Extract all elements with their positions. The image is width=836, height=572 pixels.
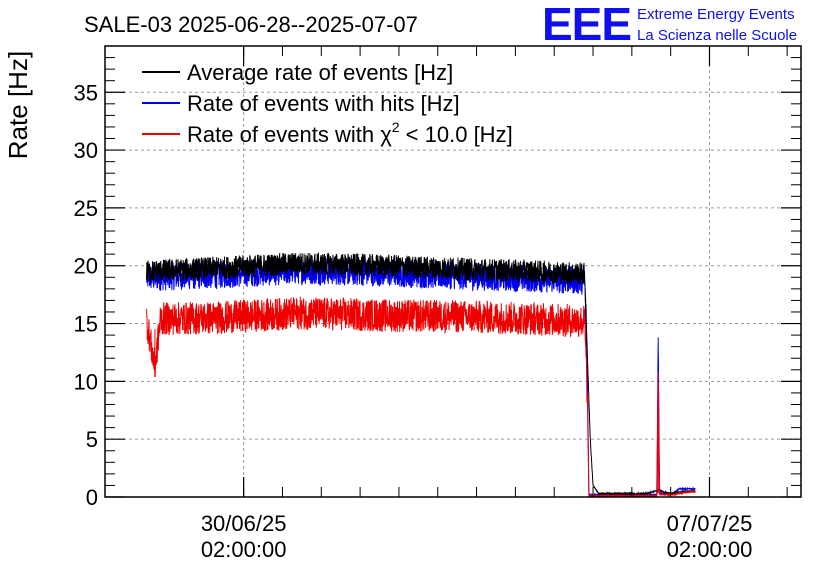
- legend-label-average: Average rate of events [Hz]: [187, 60, 453, 85]
- series-line-0: [146, 252, 696, 497]
- logo-line-2: La Scienza nelle Scuole: [637, 27, 797, 44]
- y-tick-label: 30: [74, 138, 98, 163]
- x-tick-label-time: 02:00:00: [667, 537, 753, 562]
- legend-chi2-post: < 10.0 [Hz]: [400, 122, 513, 147]
- x-tick-label-time: 02:00:00: [201, 537, 287, 562]
- y-tick-label: 35: [74, 80, 98, 105]
- series-group: [146, 252, 696, 499]
- series-line-2: [146, 296, 696, 499]
- x-tick-label-date: 30/06/25: [201, 511, 287, 536]
- legend-label-chi2: Rate of events with χ2 < 10.0 [Hz]: [187, 119, 513, 147]
- y-tick-label: 0: [86, 485, 98, 510]
- logo-mark: EEE: [542, 0, 631, 50]
- series-line-1: [146, 257, 696, 498]
- y-tick-label: 20: [74, 254, 98, 279]
- y-tick-label: 5: [86, 427, 98, 452]
- y-axis-title: Rate [Hz]: [3, 51, 33, 159]
- eee-logo: EEE Extreme Energy Events La Scienza nel…: [542, 0, 797, 50]
- legend-chi2-superscript: 2: [392, 119, 400, 135]
- x-tick-label-date: 07/07/25: [667, 511, 753, 536]
- y-tick-labels: 0 5 10 15 20 25 30 35: [74, 80, 98, 510]
- plot-frame: [104, 45, 802, 498]
- chart-title: SALE-03 2025-06-28--2025-07-07: [84, 12, 418, 37]
- legend-label-hits: Rate of events with hits [Hz]: [187, 91, 460, 116]
- legend: Average rate of events [Hz] Rate of even…: [142, 60, 513, 147]
- y-tick-label: 10: [74, 369, 98, 394]
- logo-line-1: Extreme Energy Events: [637, 6, 795, 23]
- y-tick-label: 15: [74, 312, 98, 337]
- legend-chi2-pre: Rate of events with χ: [187, 122, 392, 147]
- y-tick-label: 25: [74, 196, 98, 221]
- axis-ticks: [105, 45, 801, 498]
